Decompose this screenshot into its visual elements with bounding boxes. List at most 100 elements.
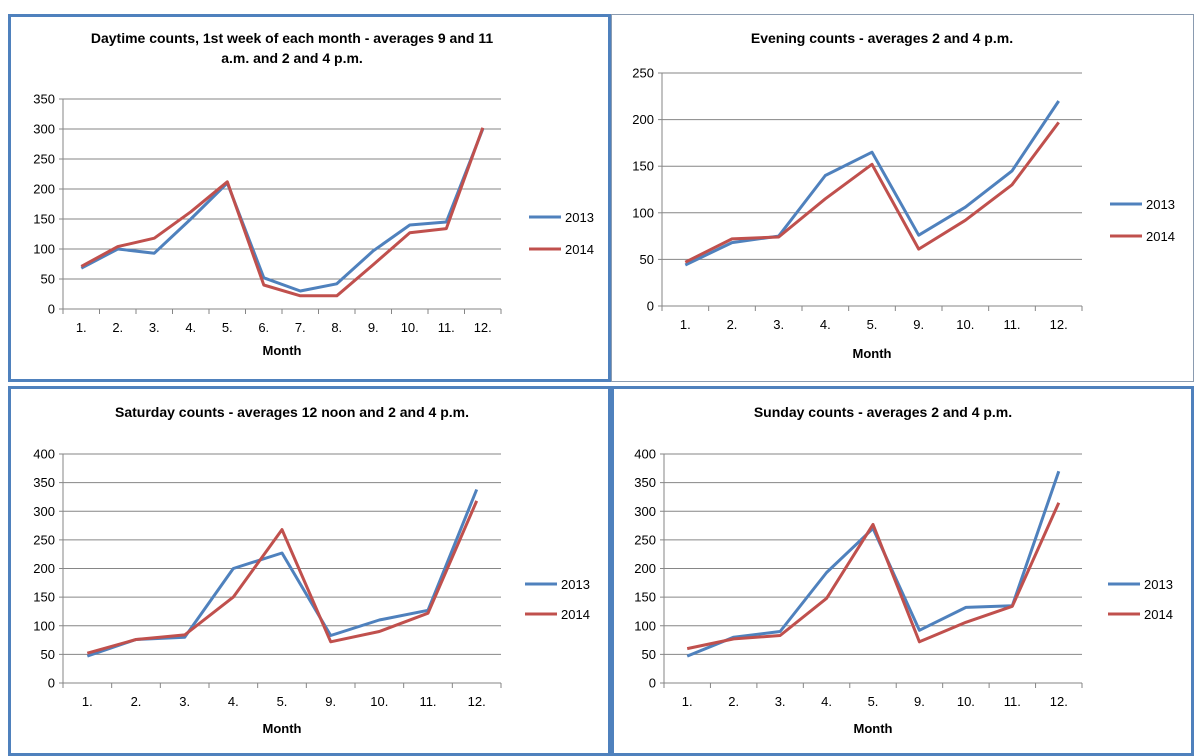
chart-svg-sunday: Sunday counts - averages 2 and 4 p.m. 0 50… xyxy=(634,404,1173,736)
chart-evening-counts: Evening counts - averages 2 and 4 p.m. 0 5… xyxy=(611,14,1194,382)
series-line-2014 xyxy=(684,121,1060,264)
x-axis-label: Month xyxy=(854,721,893,736)
chart-svg-evening: Evening counts - averages 2 and 4 p.m. 0 5… xyxy=(632,30,1175,361)
x-tick-label: 2. xyxy=(112,320,123,335)
x-tick-label: 2. xyxy=(728,694,739,709)
x-tick-label: 4. xyxy=(820,317,831,332)
x-tick-label: 8. xyxy=(331,320,342,335)
x-tick-label: 12. xyxy=(1050,317,1068,332)
y-tick-label: 0 xyxy=(48,302,55,317)
y-tick-label: 50 xyxy=(640,252,654,267)
x-tick-label: 3. xyxy=(773,317,784,332)
y-tick-label: 300 xyxy=(33,504,55,519)
x-tick-label: 11. xyxy=(419,694,436,709)
x-tick-label: 10. xyxy=(370,694,388,709)
x-axis-label: Month xyxy=(853,346,892,361)
y-tick-label: 200 xyxy=(632,112,654,127)
legend-label-2014: 2014 xyxy=(1146,229,1175,244)
y-tick-label: 300 xyxy=(33,122,55,137)
series-line-2014 xyxy=(80,127,485,298)
chart-svg-daytime: Daytime counts, 1st week of each month -… xyxy=(33,30,594,358)
x-tick-label: 10. xyxy=(401,320,419,335)
series-line-2013 xyxy=(684,100,1060,267)
y-tick-label: 150 xyxy=(634,590,656,605)
series-line-2013 xyxy=(80,128,485,293)
x-tick-label: 3. xyxy=(149,320,160,335)
legend-label-2013: 2013 xyxy=(565,210,594,225)
x-tick-label: 12. xyxy=(468,694,486,709)
y-tick-label: 250 xyxy=(33,152,55,167)
x-tick-label: 4. xyxy=(228,694,239,709)
chart-saturday-counts: Saturday counts - averages 12 noon and 2… xyxy=(8,386,611,756)
x-tick-label: 4. xyxy=(821,694,832,709)
y-tick-label: 0 xyxy=(647,299,654,314)
chart-svg-saturday: Saturday counts - averages 12 noon and 2… xyxy=(33,404,590,736)
x-tick-label: 11. xyxy=(438,320,455,335)
x-tick-label: 2. xyxy=(727,317,738,332)
legend-label-2013: 2013 xyxy=(561,577,590,592)
x-tick-label: 9. xyxy=(325,694,336,709)
legend-label-2013: 2013 xyxy=(1146,197,1175,212)
y-tick-label: 300 xyxy=(634,504,656,519)
series-line-2014 xyxy=(686,502,1061,651)
x-tick-label: 1. xyxy=(76,320,87,335)
x-tick-label: 5. xyxy=(868,694,879,709)
y-tick-label: 100 xyxy=(33,242,55,257)
y-tick-label: 200 xyxy=(33,182,55,197)
y-tick-label: 150 xyxy=(33,212,55,227)
y-tick-label: 250 xyxy=(634,532,656,547)
y-tick-label: 150 xyxy=(632,159,654,174)
x-tick-label: 6. xyxy=(258,320,269,335)
chart-title-line: a.m. and 2 and 4 p.m. xyxy=(221,50,363,66)
x-tick-label: 5. xyxy=(867,317,878,332)
x-tick-label: 9. xyxy=(368,320,379,335)
x-tick-label: 3. xyxy=(179,694,190,709)
y-tick-label: 250 xyxy=(33,532,55,547)
y-tick-label: 200 xyxy=(634,561,656,576)
y-tick-label: 250 xyxy=(632,66,654,81)
y-tick-label: 350 xyxy=(33,475,55,490)
y-tick-label: 100 xyxy=(632,205,654,220)
legend-label-2014: 2014 xyxy=(565,242,594,257)
x-tick-label: 4. xyxy=(185,320,196,335)
x-tick-label: 2. xyxy=(131,694,142,709)
chart-title-line: Sunday counts - averages 2 and 4 p.m. xyxy=(754,404,1012,420)
x-axis-label: Month xyxy=(263,343,302,358)
x-axis-label: Month xyxy=(263,721,302,736)
y-tick-label: 50 xyxy=(41,272,55,287)
x-tick-label: 12. xyxy=(1050,694,1068,709)
x-tick-label: 11. xyxy=(1004,694,1021,709)
y-tick-label: 350 xyxy=(33,92,55,107)
y-tick-label: 150 xyxy=(33,590,55,605)
y-tick-label: 100 xyxy=(634,618,656,633)
x-tick-label: 9. xyxy=(914,694,925,709)
x-tick-label: 1. xyxy=(82,694,93,709)
y-tick-label: 350 xyxy=(634,475,656,490)
chart-daytime-counts: Daytime counts, 1st week of each month -… xyxy=(8,14,611,382)
legend-label-2014: 2014 xyxy=(561,607,590,622)
series-line-2013 xyxy=(86,488,479,658)
x-tick-label: 1. xyxy=(682,694,693,709)
y-tick-label: 0 xyxy=(48,676,55,691)
y-tick-label: 0 xyxy=(649,676,656,691)
y-tick-label: 400 xyxy=(33,447,55,462)
x-tick-label: 5. xyxy=(222,320,233,335)
x-tick-label: 7. xyxy=(295,320,306,335)
y-tick-label: 400 xyxy=(634,447,656,462)
chart-title-line: Daytime counts, 1st week of each month -… xyxy=(91,30,493,46)
x-tick-label: 1. xyxy=(680,317,691,332)
series-line-2014 xyxy=(86,500,479,655)
chart-title-line: Saturday counts - averages 12 noon and 2… xyxy=(115,404,469,420)
x-tick-label: 10. xyxy=(956,317,974,332)
legend-label-2013: 2013 xyxy=(1144,577,1173,592)
x-tick-label: 12. xyxy=(474,320,492,335)
legend-label-2014: 2014 xyxy=(1144,607,1173,622)
y-tick-label: 50 xyxy=(41,647,55,662)
y-tick-label: 100 xyxy=(33,618,55,633)
series-line-2013 xyxy=(686,470,1061,658)
chart-title-line: Evening counts - averages 2 and 4 p.m. xyxy=(751,30,1013,46)
x-tick-label: 10. xyxy=(957,694,975,709)
x-tick-label: 5. xyxy=(277,694,288,709)
x-tick-label: 9. xyxy=(913,317,924,332)
y-tick-label: 50 xyxy=(642,647,656,662)
